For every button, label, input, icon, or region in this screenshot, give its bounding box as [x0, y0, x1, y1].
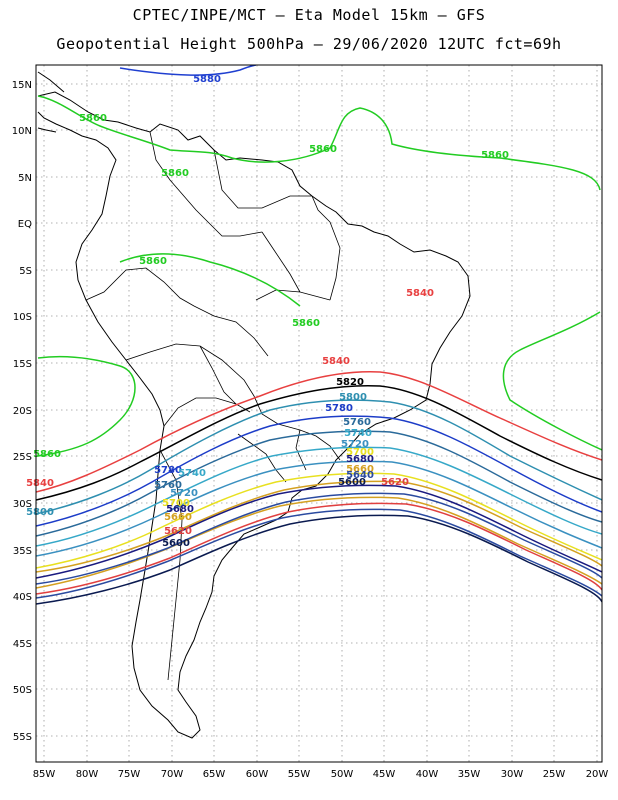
lat-tick-label: 55S	[13, 732, 32, 743]
contour-label: 5620	[164, 526, 192, 537]
contour-labels: 5880 5860 5860 5860 5860 5860 5860 5860 5840 5840…	[26, 74, 509, 549]
contour-label: 5700	[162, 498, 190, 509]
contour-line-5700	[36, 472, 602, 569]
contour-line-5760	[36, 430, 602, 537]
contour-line-5600	[36, 514, 602, 605]
contour-line-5660	[36, 480, 602, 573]
lon-tick-label: 30W	[501, 769, 524, 780]
contour-label: 5860	[139, 256, 167, 267]
latitude-ticks: 15N 10N 5N EQ 5S 10S 15S 20S 25S 30S 35S 40S 45S 50S 5…	[12, 80, 32, 743]
lon-tick-label: 55W	[288, 769, 311, 780]
contour-label: 5760	[154, 480, 182, 491]
contour-line-5680	[36, 484, 602, 579]
contour-line-5740	[36, 446, 602, 547]
contour-line-5620	[36, 502, 602, 595]
contour-lines	[36, 65, 602, 605]
contour-label: 5720	[341, 439, 369, 450]
contour-label: 5820	[336, 377, 364, 388]
map-frame	[35, 64, 603, 763]
lat-tick-label: 5S	[19, 266, 32, 277]
lat-tick-label: 45S	[13, 639, 32, 650]
contour-label: 5680	[346, 454, 374, 465]
contour-line-5640	[36, 492, 602, 585]
contour-label: 5700	[346, 447, 374, 458]
contour-line-5660	[36, 496, 602, 589]
lat-tick-label: 25S	[13, 452, 32, 463]
lat-tick-label: 35S	[13, 546, 32, 557]
contour-line-5860	[502, 311, 602, 451]
lon-tick-label: 85W	[33, 769, 56, 780]
lon-tick-label: 70W	[161, 769, 184, 780]
contour-label: 5620	[381, 477, 409, 488]
contour-label: 5800	[339, 392, 367, 403]
contour-label: 5740	[178, 468, 206, 479]
contour-label: 5660	[346, 464, 374, 475]
country-borders	[85, 131, 341, 681]
contour-line-5860	[37, 355, 136, 457]
contour-line-5860	[37, 95, 601, 191]
lat-tick-label: 20S	[13, 406, 32, 417]
central-america-coastline	[37, 71, 65, 133]
chart-subtitle: Geopotential Height 500hPa – 29/06/2020 …	[56, 35, 562, 53]
contour-label: 5780	[325, 403, 353, 414]
contour-line-5860	[119, 253, 301, 307]
contour-label: 5720	[170, 488, 198, 499]
contour-line-5840	[36, 370, 602, 493]
lon-tick-label: 40W	[416, 769, 439, 780]
lon-tick-label: 75W	[118, 769, 141, 780]
contour-line-5820	[36, 384, 602, 501]
contour-line-5780	[36, 415, 602, 527]
contour-label: 5840	[406, 288, 434, 299]
lon-tick-label: 20W	[586, 769, 609, 780]
lat-tick-label: 15S	[13, 359, 32, 370]
contour-label: 5860	[292, 318, 320, 329]
lon-tick-label: 45W	[373, 769, 396, 780]
contour-label: 5640	[346, 470, 374, 481]
lon-tick-label: 25W	[543, 769, 566, 780]
lat-tick-label: 50S	[13, 685, 32, 696]
contour-label: 5680	[166, 504, 194, 515]
contour-label: 5760	[343, 417, 371, 428]
contour-label: 5860	[79, 113, 107, 124]
contour-line-5640	[36, 508, 602, 599]
lat-tick-label: 10S	[13, 312, 32, 323]
lon-tick-label: 65W	[203, 769, 226, 780]
lat-tick-label: 40S	[13, 592, 32, 603]
coastlines	[37, 71, 471, 739]
contour-label: 5600	[162, 538, 190, 549]
contour-label: 5740	[344, 428, 372, 439]
lat-tick-label: 30S	[13, 499, 32, 510]
contour-label: 5860	[161, 168, 189, 179]
contour-label: 5860	[481, 150, 509, 161]
lon-tick-label: 60W	[246, 769, 269, 780]
contour-line-5800	[36, 399, 602, 515]
contour-line-5720	[36, 460, 602, 557]
lon-tick-label: 50W	[331, 769, 354, 780]
lon-tick-label: 35W	[458, 769, 481, 780]
lat-tick-label: EQ	[18, 219, 32, 230]
contour-line-5880	[119, 65, 257, 76]
contour-label: 5880	[193, 74, 221, 85]
chart-title: CPTEC/INPE/MCT – Eta Model 15km – GFS	[132, 6, 486, 24]
contour-label: 5780	[154, 465, 182, 476]
contour-label: 5800	[26, 507, 54, 518]
contour-label: 5860	[309, 144, 337, 155]
contour-label: 5660	[164, 512, 192, 523]
longitude-ticks: 85W 80W 75W 70W 65W 60W 55W 50W 45W 40W 35W 30W 25W 2…	[33, 769, 609, 780]
contour-label: 5840	[26, 478, 54, 489]
south-america-coastline	[37, 91, 471, 739]
lat-tick-label: 10N	[12, 126, 32, 137]
map-grid	[36, 65, 602, 762]
contour-label: 5860	[33, 449, 61, 460]
contour-label: 5840	[322, 356, 350, 367]
lat-tick-label: 15N	[12, 80, 32, 91]
lon-tick-label: 80W	[76, 769, 99, 780]
contour-label: 5600	[338, 477, 366, 488]
lat-tick-label: 5N	[18, 173, 32, 184]
